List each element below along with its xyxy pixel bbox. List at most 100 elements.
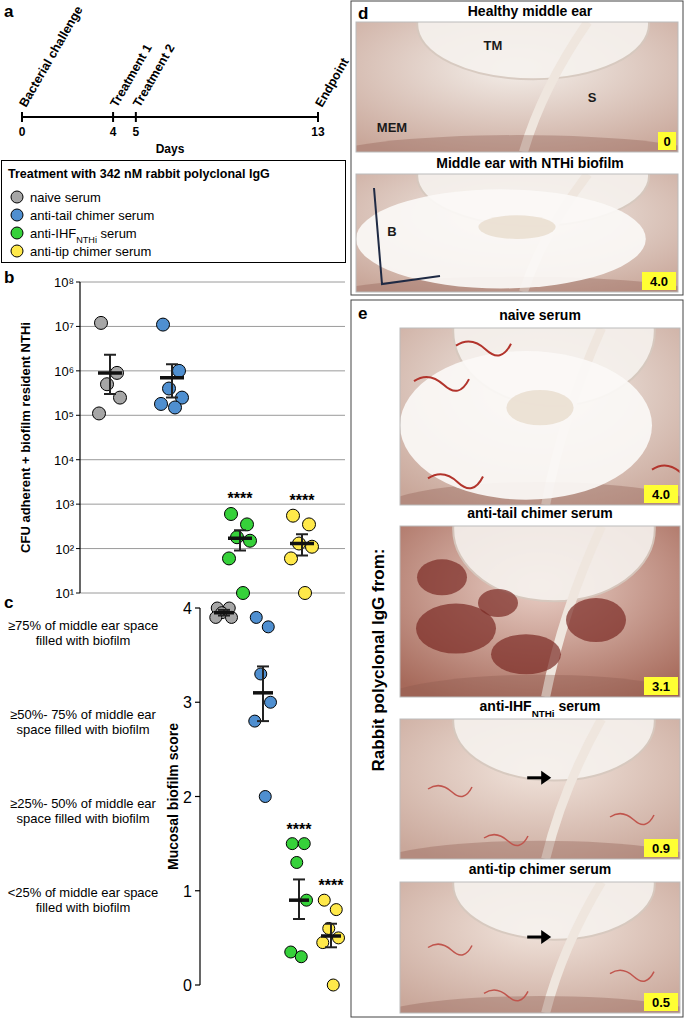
axis-label: Mucosal biofilm score xyxy=(165,723,181,870)
data-point xyxy=(262,621,274,633)
photo xyxy=(356,22,678,152)
biofilm xyxy=(400,351,652,500)
side-label: Rabbit polyclonal IgG from: xyxy=(369,549,388,772)
axis-label: CFU adherent + biofilm resident NTHi xyxy=(18,322,33,553)
panel-label: e xyxy=(358,304,367,323)
arrow xyxy=(527,771,551,785)
data-point xyxy=(223,552,236,565)
mean-bar xyxy=(98,371,122,375)
vessel xyxy=(428,786,472,797)
legend-entry: anti-IHFNTHi serum xyxy=(30,226,137,245)
mean-bar xyxy=(290,542,314,546)
error-cap xyxy=(325,946,337,948)
grid-line xyxy=(80,459,345,460)
tick-label: 10⁸ xyxy=(54,275,74,290)
tick-label: 4 xyxy=(110,125,117,139)
data-point xyxy=(318,894,330,906)
hemorrhage xyxy=(566,598,626,642)
vessel xyxy=(428,944,472,955)
y-axis xyxy=(199,608,200,985)
data-point xyxy=(287,509,300,522)
mean-bar xyxy=(214,611,234,615)
legend-entry: anti-tip chimer serum xyxy=(30,244,151,259)
data-point xyxy=(259,791,271,803)
error-cap xyxy=(296,533,308,535)
vessel xyxy=(484,835,528,846)
data-point xyxy=(225,507,238,520)
data-point xyxy=(237,587,250,600)
tick xyxy=(195,607,200,608)
tick-label: 13 xyxy=(311,125,325,139)
score: 0 xyxy=(663,134,670,149)
hemorrhage xyxy=(478,589,518,617)
data-point xyxy=(244,534,257,547)
timeline-tick xyxy=(135,112,137,122)
error-cap xyxy=(257,720,269,722)
biofilm-detail xyxy=(478,215,555,239)
photo xyxy=(356,174,678,292)
tick-label: 4 xyxy=(183,600,192,617)
tick-label: 10⁷ xyxy=(55,319,74,334)
vessel xyxy=(484,990,528,1001)
grid-line xyxy=(80,282,345,283)
anatomy-label: B xyxy=(387,224,396,239)
error-cap xyxy=(218,609,230,611)
membrane xyxy=(453,719,655,781)
edge-shade xyxy=(356,135,678,152)
error-cap xyxy=(104,393,116,395)
figure: a0Bacterial challenge4Treatment 15Treatm… xyxy=(0,0,685,1019)
mean-bar xyxy=(160,376,184,380)
tick xyxy=(195,984,200,985)
vessel xyxy=(610,814,654,825)
hemorrhage xyxy=(491,634,561,674)
legend-marker xyxy=(11,227,23,239)
significance: **** xyxy=(228,490,254,507)
tick-label: 10² xyxy=(55,542,74,557)
membrane xyxy=(417,22,649,79)
edge-shade xyxy=(400,841,680,859)
grid-line xyxy=(80,415,345,416)
arrow xyxy=(527,930,551,944)
mean-bar xyxy=(289,898,309,902)
legend-title: Treatment with 342 nM rabbit polyclonal … xyxy=(8,167,270,181)
arrow-head xyxy=(541,771,551,785)
data-point xyxy=(93,407,106,420)
image-title: naive serum xyxy=(499,307,581,323)
septum xyxy=(546,882,602,1013)
tick xyxy=(195,702,200,703)
image-title: anti-IHFNTHi serum xyxy=(480,698,601,719)
score-box xyxy=(644,677,678,695)
photo-frame xyxy=(356,174,678,292)
error-cap xyxy=(104,354,116,356)
legend-box xyxy=(2,161,346,263)
score: 0.5 xyxy=(652,995,670,1010)
data-point xyxy=(327,979,339,991)
tick-label: 10³ xyxy=(55,497,74,512)
photo-frame xyxy=(400,328,680,505)
error-cap xyxy=(234,529,246,531)
significance: **** xyxy=(290,492,316,509)
error-bar xyxy=(166,364,178,397)
photo-frame xyxy=(356,22,678,152)
legend-marker xyxy=(11,245,23,257)
tick xyxy=(195,890,200,891)
biofilm xyxy=(356,189,646,288)
tick-label: 1 xyxy=(183,883,192,900)
data-point xyxy=(295,951,307,963)
panel-label: c xyxy=(4,593,13,612)
vessel xyxy=(652,465,680,479)
error-bar xyxy=(234,530,246,550)
data-point xyxy=(101,378,114,391)
grid-line xyxy=(80,326,345,327)
score-band: ≥75% of middle ear space filled with bio… xyxy=(0,618,166,648)
score-band: ≥25%- 50% of middle ear space filled wit… xyxy=(0,796,166,826)
tick-label: 3 xyxy=(183,694,192,711)
septum xyxy=(523,22,587,152)
tick-label: 10⁵ xyxy=(54,408,74,423)
score: 3.1 xyxy=(652,679,670,694)
photo-frame xyxy=(400,526,680,697)
data-point xyxy=(157,318,170,331)
data-point xyxy=(169,401,182,414)
tick-label: 0 xyxy=(19,125,26,139)
data-point xyxy=(286,838,298,850)
